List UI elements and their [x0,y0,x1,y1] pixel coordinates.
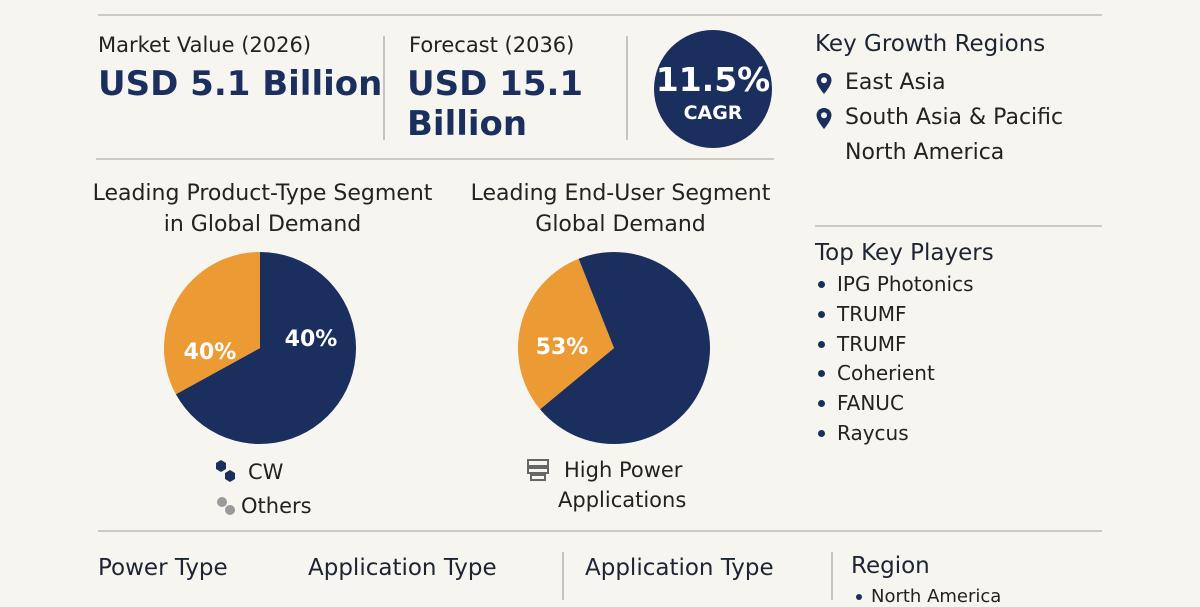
bottom-vdivider-2 [831,552,833,600]
location-pin-icon [816,73,832,94]
legend-others: Others [241,494,312,518]
legend-high-power-line2: Applications [558,488,687,512]
regions-divider [815,225,1102,227]
player-item: FANUC [837,391,904,415]
application-type-header-2: Application Type [585,555,774,581]
pie-slice-label-2: 53% [536,335,589,360]
circle-cluster-icon [217,497,235,515]
power-type-header: Power Type [98,555,228,581]
metrics-divider [96,158,774,160]
pie2-title: Leading End-User Segment Global Demand [448,178,793,240]
bullet-icon [818,281,825,288]
players-title: Top Key Players [815,240,994,266]
bullet-icon [856,594,862,600]
pie-slice-1 [540,252,710,444]
bullet-icon [818,370,825,377]
bottom-vdivider-1 [562,552,564,600]
bullet-icon [818,400,825,407]
application-type-header: Application Type [308,555,497,581]
bullet-icon [818,311,825,318]
player-item: TRUMF [837,302,907,326]
cagr-label: CAGR [683,102,743,124]
region-header: Region [851,553,930,579]
legend-high-power-line1: High Power [564,458,683,482]
forecast-value-line2: Billion [407,104,528,144]
market-value-label: Market Value (2026) [98,33,312,57]
pie-slice-label-1: 40% [184,340,237,365]
legend-cw: CW [248,460,284,484]
player-item: Coherient [837,361,935,385]
forecast-label: Forecast (2036) [409,33,575,57]
market-divider [383,36,385,140]
hexagon-cluster-icon [216,460,235,482]
pie2-title-line1: Leading End-User Segment [470,181,771,206]
pie-slice-2 [163,252,260,395]
regions-title: Key Growth Regions [815,31,1046,57]
top-divider [98,14,1102,16]
pie-slice-2 [518,258,614,410]
region-item: South Asia & Pacific [845,105,1064,130]
location-pin-icon [816,108,832,129]
bullet-icon [818,341,825,348]
product-type-pie-chart: 40% 40% [163,252,356,444]
bottom-divider [98,530,1102,532]
region-item: East Asia [845,70,946,95]
cagr-badge: 11.5% CAGR [654,30,772,148]
pie1-title-line2: in Global Demand [163,212,362,237]
region-list-item: North America [871,586,1002,607]
forecast-divider [626,36,628,140]
bullet-icon [818,430,825,437]
forecast-value-line1: USD 15.1 [407,64,584,104]
pie2-title-line2: Global Demand [535,212,706,237]
player-item: IPG Photonics [837,272,974,296]
market-value: USD 5.1 Billion [98,64,383,104]
pie1-title: Leading Product-Type Segment in Global D… [70,178,455,240]
pie1-title-line1: Leading Product-Type Segment [92,181,433,206]
region-item: North America [845,140,1005,165]
pie-slice-1 [175,252,356,444]
player-item: Raycus [837,421,909,445]
pie-slice-3 [578,252,614,348]
pie-slice-label-2: 40% [285,327,338,352]
end-user-pie-chart: 53% [518,252,710,444]
equipment-icon [527,459,549,481]
player-item: TRUMF [837,332,907,356]
cagr-value: 11.5% [655,60,771,99]
